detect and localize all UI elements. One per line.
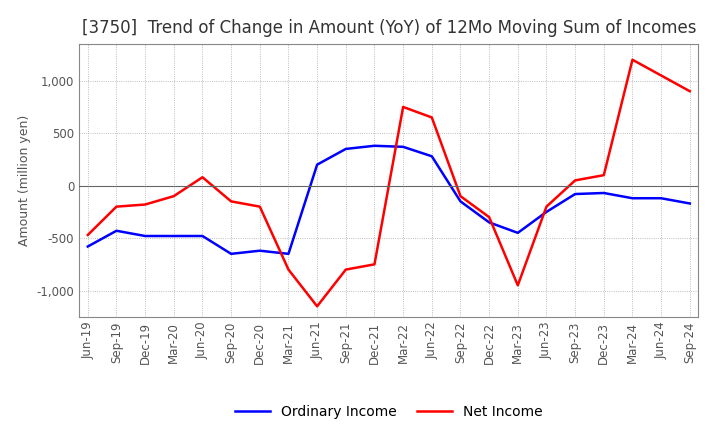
Net Income: [571, 178, 580, 183]
Ordinary Income: [284, 251, 293, 257]
Ordinary Income: [112, 228, 121, 233]
Net Income: [84, 232, 92, 238]
Net Income: [256, 204, 264, 209]
Ordinary Income: [428, 154, 436, 159]
Ordinary Income: [169, 233, 178, 238]
Ordinary Income: [370, 143, 379, 148]
Ordinary Income: [485, 220, 493, 225]
Y-axis label: Amount (million yen): Amount (million yen): [18, 115, 31, 246]
Net Income: [227, 199, 235, 204]
Net Income: [542, 204, 551, 209]
Net Income: [685, 88, 694, 94]
Net Income: [169, 194, 178, 199]
Line: Ordinary Income: Ordinary Income: [88, 146, 690, 254]
Net Income: [456, 194, 465, 199]
Ordinary Income: [227, 251, 235, 257]
Ordinary Income: [84, 244, 92, 249]
Ordinary Income: [456, 199, 465, 204]
Ordinary Income: [513, 230, 522, 235]
Ordinary Income: [600, 191, 608, 196]
Ordinary Income: [198, 233, 207, 238]
Net Income: [341, 267, 350, 272]
Net Income: [198, 175, 207, 180]
Ordinary Income: [312, 162, 321, 167]
Ordinary Income: [542, 209, 551, 215]
Net Income: [399, 104, 408, 110]
Net Income: [428, 115, 436, 120]
Net Income: [370, 262, 379, 267]
Ordinary Income: [399, 144, 408, 150]
Net Income: [112, 204, 121, 209]
Net Income: [485, 214, 493, 220]
Net Income: [600, 172, 608, 178]
Net Income: [513, 282, 522, 288]
Ordinary Income: [685, 201, 694, 206]
Legend: Ordinary Income, Net Income: Ordinary Income, Net Income: [229, 400, 549, 425]
Ordinary Income: [256, 248, 264, 253]
Ordinary Income: [657, 196, 665, 201]
Net Income: [312, 304, 321, 309]
Title: [3750]  Trend of Change in Amount (YoY) of 12Mo Moving Sum of Incomes: [3750] Trend of Change in Amount (YoY) o…: [81, 19, 696, 37]
Line: Net Income: Net Income: [88, 60, 690, 306]
Net Income: [657, 73, 665, 78]
Ordinary Income: [341, 146, 350, 151]
Net Income: [284, 267, 293, 272]
Ordinary Income: [141, 233, 150, 238]
Net Income: [628, 57, 636, 62]
Ordinary Income: [571, 191, 580, 197]
Net Income: [141, 202, 150, 207]
Ordinary Income: [628, 196, 636, 201]
